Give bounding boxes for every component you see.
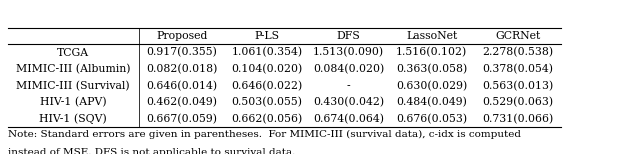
Text: 1.061(0.354): 1.061(0.354) [231, 47, 303, 58]
Text: 0.484(0.049): 0.484(0.049) [396, 97, 467, 107]
Text: P-LS: P-LS [254, 31, 280, 41]
Text: GCRNet: GCRNet [495, 31, 541, 41]
Text: instead of MSE. DFS is not applicable to survival data.: instead of MSE. DFS is not applicable to… [8, 148, 295, 154]
Text: Proposed: Proposed [156, 31, 208, 41]
Text: 0.662(0.056): 0.662(0.056) [231, 114, 303, 124]
Text: 0.363(0.058): 0.363(0.058) [396, 64, 467, 74]
Text: 0.503(0.055): 0.503(0.055) [232, 97, 302, 107]
Text: 0.630(0.029): 0.630(0.029) [396, 81, 467, 91]
Text: 0.084(0.020): 0.084(0.020) [313, 64, 384, 74]
Text: 0.563(0.013): 0.563(0.013) [483, 81, 554, 91]
Text: Note: Standard errors are given in parentheses.  For MIMIC-III (survival data), : Note: Standard errors are given in paren… [8, 130, 521, 139]
Text: HIV-1 (APV): HIV-1 (APV) [40, 97, 107, 107]
Text: -: - [347, 81, 350, 91]
Text: 0.667(0.059): 0.667(0.059) [147, 114, 218, 124]
Text: 0.430(0.042): 0.430(0.042) [313, 97, 384, 107]
Text: 1.513(0.090): 1.513(0.090) [313, 47, 384, 58]
Text: 0.917(0.355): 0.917(0.355) [147, 47, 218, 58]
Text: 0.462(0.049): 0.462(0.049) [147, 97, 218, 107]
Text: MIMIC-III (Albumin): MIMIC-III (Albumin) [16, 64, 131, 74]
Text: 0.674(0.064): 0.674(0.064) [313, 114, 384, 124]
Text: HIV-1 (SQV): HIV-1 (SQV) [40, 113, 107, 124]
Text: 0.104(0.020): 0.104(0.020) [231, 64, 303, 74]
Text: 0.731(0.066): 0.731(0.066) [483, 114, 554, 124]
Text: DFS: DFS [337, 31, 360, 41]
Text: 0.378(0.054): 0.378(0.054) [483, 64, 554, 74]
Text: LassoNet: LassoNet [406, 31, 458, 41]
Text: MIMIC-III (Survival): MIMIC-III (Survival) [17, 81, 130, 91]
Text: 0.676(0.053): 0.676(0.053) [396, 114, 467, 124]
Text: 0.529(0.063): 0.529(0.063) [483, 97, 554, 107]
Text: TCGA: TCGA [57, 48, 90, 58]
Text: 2.278(0.538): 2.278(0.538) [483, 47, 554, 58]
Text: 0.646(0.014): 0.646(0.014) [147, 81, 218, 91]
Text: 1.516(0.102): 1.516(0.102) [396, 47, 467, 58]
Text: 0.646(0.022): 0.646(0.022) [231, 81, 303, 91]
Text: 0.082(0.018): 0.082(0.018) [147, 64, 218, 74]
